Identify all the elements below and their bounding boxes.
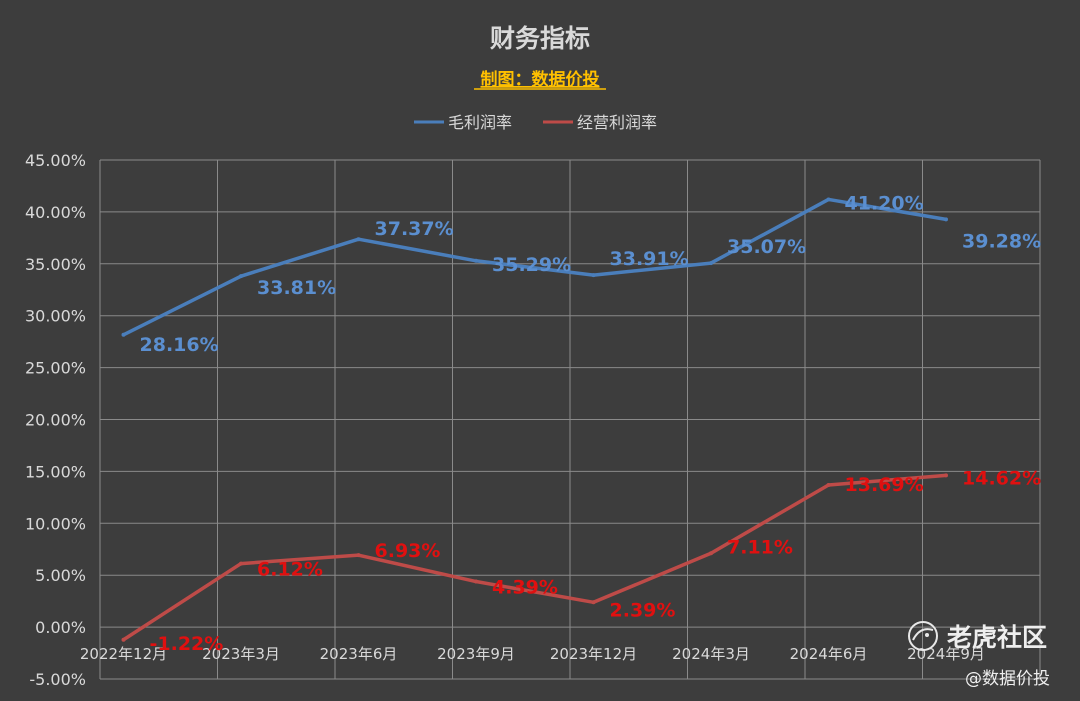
y-tick-label: 35.00% [25, 255, 86, 274]
x-tick-label: 2023年12月 [550, 645, 637, 663]
data-label-gross-margin: 33.81% [257, 277, 336, 299]
data-point-operating-margin [356, 553, 361, 558]
tiger-logo-icon [908, 621, 938, 651]
data-point-gross-margin [826, 197, 831, 202]
x-tick-label: 2023年6月 [320, 645, 398, 663]
data-label-operating-margin: 6.93% [375, 540, 441, 562]
y-tick-label: 20.00% [25, 411, 86, 430]
data-point-gross-margin [356, 237, 361, 242]
data-label-operating-margin: 7.11% [727, 536, 793, 558]
legend: 毛利润率 经营利润率 [414, 113, 657, 132]
data-label-gross-margin: 35.29% [492, 254, 571, 276]
data-point-operating-margin [239, 561, 243, 566]
data-point-gross-margin [121, 332, 126, 337]
watermark-logo-text: 老虎社区 [947, 623, 1047, 652]
series-line-gross-margin [122, 197, 947, 337]
data-label-gross-margin: 41.20% [845, 192, 924, 214]
data-label-operating-margin: -1.22% [150, 633, 224, 655]
y-tick-label: 15.00% [25, 462, 86, 481]
data-label-gross-margin: 37.37% [375, 218, 454, 240]
y-tick-label: 5.00% [35, 566, 86, 585]
data-point-gross-margin [474, 258, 478, 263]
data-label-operating-margin: 6.12% [257, 559, 323, 581]
y-tick-label: 40.00% [25, 203, 86, 222]
data-label-gross-margin: 39.28% [962, 230, 1041, 252]
x-tick-label: 2024年6月 [790, 645, 868, 663]
x-tick-label: 2024年3月 [672, 645, 750, 663]
data-point-gross-margin [239, 274, 243, 279]
data-point-operating-margin [826, 482, 831, 487]
data-labels: 28.16% 33.81% 37.37% 35.29% 33.91% 35.07% 41.2… [140, 192, 1042, 654]
data-label-operating-margin: 4.39% [492, 577, 558, 599]
x-tick-label: 2023年3月 [202, 645, 280, 663]
data-point-operating-margin [944, 473, 948, 478]
x-tick-label: 2023年9月 [437, 645, 515, 663]
legend-label-operating-margin: 经营利润率 [577, 113, 657, 132]
data-label-gross-margin: 35.07% [727, 236, 806, 258]
series-line-operating-margin [122, 473, 947, 642]
data-point-operating-margin [591, 600, 596, 605]
chart-subtitle: 制图：数据价投 [481, 69, 600, 90]
data-label-gross-margin: 33.91% [610, 248, 689, 270]
chart-title: 财务指标 [490, 24, 590, 53]
data-label-operating-margin: 2.39% [610, 599, 676, 621]
data-point-operating-margin [474, 579, 478, 584]
y-tick-label: 10.00% [25, 514, 86, 533]
data-label-operating-margin: 13.69% [845, 474, 924, 496]
grid [99, 159, 1041, 680]
y-tick-label: 25.00% [25, 359, 86, 378]
y-axis: -5.00% 0.00% 5.00% 10.00% 15.00% 20.00% 25.00%… [25, 151, 86, 689]
legend-label-gross-margin: 毛利润率 [448, 113, 512, 132]
x-axis: 2022年12月 2023年3月 2023年6月 2023年9月 2023年12月 202… [80, 645, 985, 663]
y-tick-label: -5.00% [29, 670, 86, 689]
data-point-operating-margin [121, 637, 126, 642]
data-label-gross-margin: 28.16% [140, 334, 219, 356]
y-tick-label: 30.00% [25, 307, 86, 326]
x-tick-label: 2022年12月 [80, 645, 167, 663]
y-tick-label: 45.00% [25, 151, 86, 170]
data-point-gross-margin [709, 261, 713, 266]
series [121, 197, 948, 642]
watermark-handle: @数据价投 [965, 669, 1050, 689]
data-point-gross-margin [944, 217, 948, 222]
data-point-operating-margin [709, 551, 713, 556]
data-label-operating-margin: 14.62% [962, 467, 1041, 489]
watermark: 老虎社区 @数据价投 [908, 621, 1050, 689]
data-point-gross-margin [591, 273, 596, 278]
y-tick-label: 0.00% [35, 618, 86, 637]
